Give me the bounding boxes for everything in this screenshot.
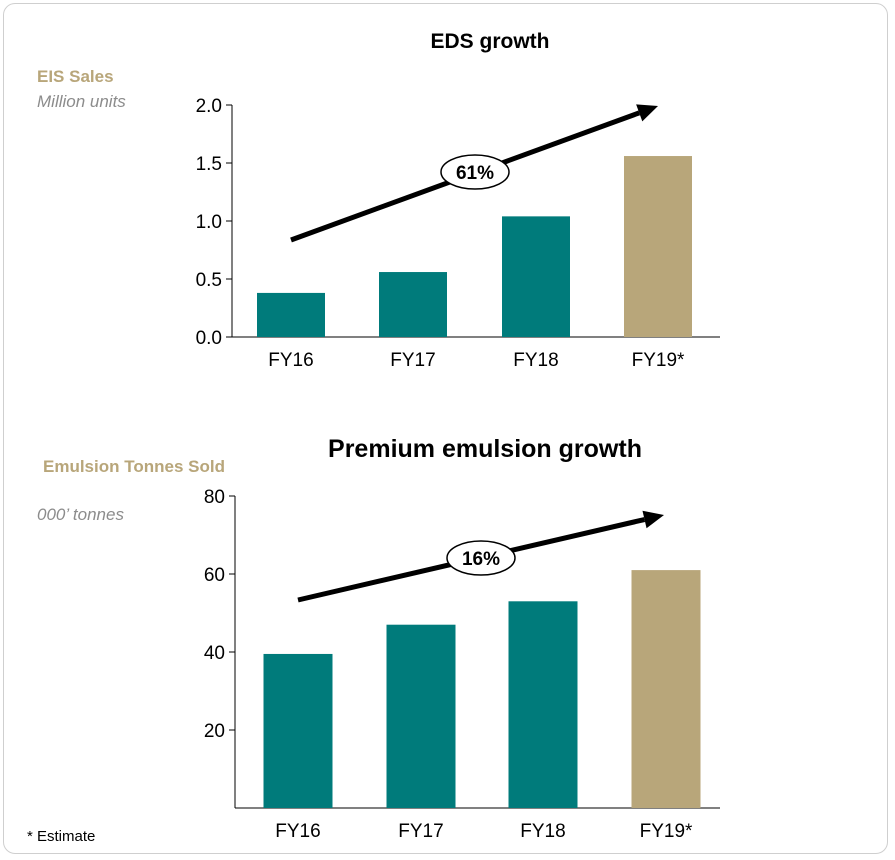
footnote: * Estimate — [27, 828, 96, 845]
chart-2-bar — [508, 601, 578, 808]
chart-2-category-label: FY16 — [275, 821, 320, 842]
chart-1-yunit: Million units — [37, 92, 126, 111]
chart-1-bar — [257, 292, 325, 337]
chart-2-ytick-label: 80 — [204, 487, 225, 508]
chart-2-bar — [631, 570, 701, 808]
chart-1-ytick-label: 1.5 — [196, 154, 222, 175]
chart-1-bar — [379, 272, 447, 337]
chart-2-growth-arrow-head — [642, 510, 664, 529]
chart-2-ytick-label: 20 — [204, 721, 225, 742]
chart-1-growth-badge — [440, 154, 510, 190]
chart-2-ytick-label: 60 — [204, 565, 225, 586]
chart-1-ytick-label: 1.0 — [196, 212, 222, 233]
chart-1-ytick-label: 2.0 — [196, 96, 222, 117]
chart-2-category-label: FY18 — [520, 821, 565, 842]
chart-2-bar — [386, 624, 456, 808]
chart-1-growth-arrow-head — [636, 104, 658, 122]
chart-1-category-label: FY18 — [513, 350, 558, 371]
chart-2-growth-label: 16% — [462, 549, 500, 570]
chart-1-category-label: FY19* — [632, 350, 685, 371]
chart-1-category-label: FY16 — [268, 350, 313, 371]
chart-1-category-label: FY17 — [390, 350, 435, 371]
chart-1-ytick-label: 0.0 — [196, 328, 222, 349]
chart-2-title: Premium emulsion growth — [328, 435, 642, 463]
chart-1-bar — [502, 216, 570, 337]
chart-1-title: EDS growth — [430, 30, 550, 53]
chart-1-ytick-label: 0.5 — [196, 270, 222, 291]
chart-2-ytick-label: 40 — [204, 643, 225, 664]
chart-2-category-label: FY19* — [640, 821, 693, 842]
chart-1-bar — [624, 156, 692, 337]
chart-2-ylabel: Emulsion Tonnes Sold — [43, 457, 225, 476]
chart-2-growth-badge — [446, 540, 516, 576]
chart-1-ylabel: EIS Sales — [37, 67, 114, 86]
chart-2-category-label: FY17 — [398, 821, 443, 842]
chart-2-bar — [263, 653, 333, 808]
chart-1-growth-label: 61% — [456, 163, 494, 184]
chart-2-yunit: 000’ tonnes — [37, 505, 124, 524]
